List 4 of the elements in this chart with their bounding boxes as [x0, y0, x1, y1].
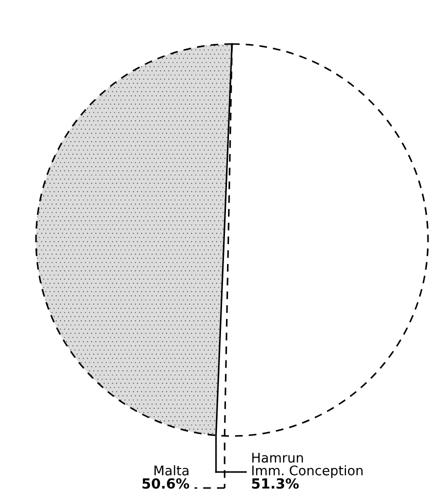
- data-label: 51.3%: [252, 478, 299, 489]
- legend-label: Hamrun Imm. Conception: [252, 452, 363, 478]
- legend-label: Malta: [154, 465, 188, 476]
- data-label: 50.6%: [142, 478, 190, 489]
